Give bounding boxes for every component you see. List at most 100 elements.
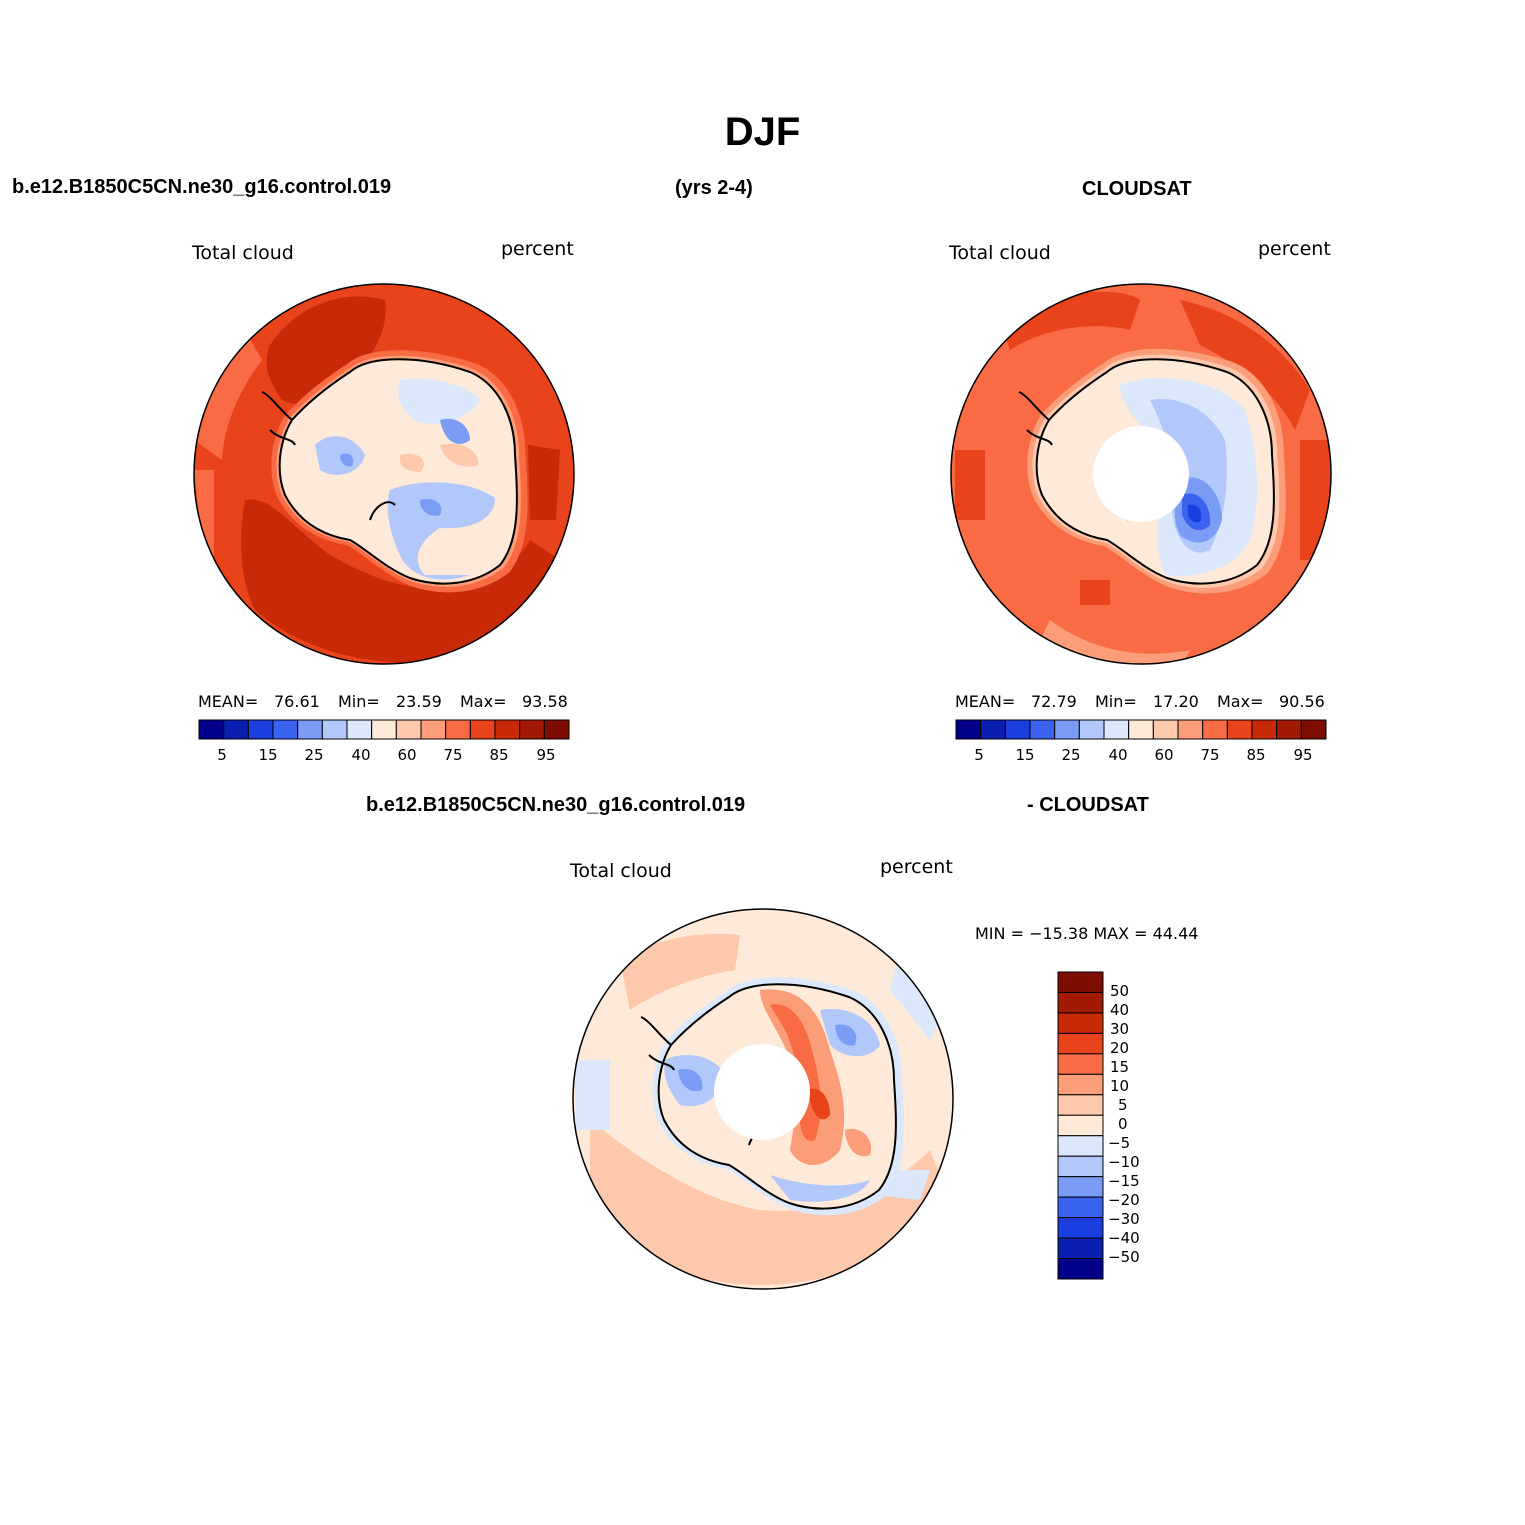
colorbar-swatch (980, 719, 1006, 740)
diff-cbar-tick: −10 (1108, 1153, 1140, 1171)
diff-cbar-tick: 5 (1118, 1096, 1128, 1114)
years-header: (yrs 2-4) (675, 177, 753, 199)
model-cbar-tick: 75 (443, 746, 463, 764)
model-cbar-tick: 5 (217, 746, 227, 764)
model-cbar-tick: 25 (304, 746, 324, 764)
obs-cbar-tick: 25 (1061, 746, 1081, 764)
colorbar-swatch (1057, 991, 1104, 1014)
obs-antarctica-coastline (1035, 358, 1275, 585)
diff-cbar-tick: −50 (1108, 1248, 1140, 1266)
model-map-border (193, 283, 575, 665)
colorbar-swatch (1057, 1217, 1104, 1239)
model-max-label: Max= (460, 692, 507, 711)
colorbar-swatch (1057, 1237, 1104, 1260)
colorbar-swatch (247, 719, 274, 740)
model-high-cloud-region (266, 296, 386, 404)
colorbar-swatch (395, 719, 422, 740)
diff-colorbar (1057, 971, 1104, 1280)
obs-colorbar (955, 719, 1327, 740)
diff-minmax-label: MIN = −15.38 MAX = 44.44 (975, 924, 1199, 943)
colorbar-swatch (1057, 1012, 1104, 1034)
model-antarctica-coastline (278, 358, 518, 585)
diff-cbar-tick: −5 (1108, 1134, 1131, 1152)
colorbar-swatch (223, 719, 249, 740)
diff-cbar-tick: 15 (1110, 1058, 1130, 1076)
colorbar-swatch (1057, 1094, 1104, 1116)
colorbar-swatch (1078, 719, 1105, 740)
obs-max-value: 90.56 (1279, 692, 1325, 711)
obs-cbar-tick: 75 (1200, 746, 1220, 764)
colorbar-swatch (955, 719, 982, 740)
colorbar-swatch (1057, 1073, 1104, 1096)
obs-cbar-tick: 85 (1246, 746, 1266, 764)
obs-min-label: Min= (1095, 692, 1137, 711)
obs-cbar-tick: 95 (1293, 746, 1313, 764)
obs-name-header: CLOUDSAT (1082, 178, 1192, 200)
diff-cbar-tick: 50 (1110, 982, 1130, 1000)
diff-units-label: percent (880, 856, 953, 878)
diff-cbar-tick: 40 (1110, 1001, 1130, 1019)
diff-map-border (572, 908, 954, 1290)
colorbar-swatch (297, 719, 323, 740)
colorbar-swatch (420, 719, 447, 740)
obs-cbar-tick: 40 (1108, 746, 1128, 764)
model-max-value: 93.58 (522, 692, 568, 711)
diff-cbar-tick: 10 (1110, 1077, 1130, 1095)
model-cbar-tick: 60 (397, 746, 417, 764)
diff-missing-data-hole (714, 1044, 810, 1140)
obs-min-value: 17.20 (1153, 692, 1199, 711)
obs-missing-data-hole (1093, 426, 1189, 522)
colorbar-swatch (445, 719, 471, 740)
model-high-cloud-region (241, 499, 560, 664)
case-name-header: b.e12.B1850C5CN.ne30_g16.control.019 (12, 176, 392, 198)
obs-units-label: percent (1258, 238, 1331, 260)
colorbar-swatch (1202, 719, 1228, 740)
diff-variable-label: Total cloud (570, 860, 672, 882)
obs-mean-value: 72.79 (1031, 692, 1077, 711)
colorbar-swatch (1057, 1114, 1104, 1137)
diff-cbar-tick: 30 (1110, 1020, 1130, 1038)
colorbar-swatch (1128, 719, 1154, 740)
model-cbar-tick: 40 (351, 746, 371, 764)
model-mean-label: MEAN= (198, 692, 259, 711)
colorbar-swatch (1057, 1053, 1104, 1075)
colorbar-swatch (1276, 719, 1302, 740)
model-cbar-tick: 95 (536, 746, 556, 764)
model-units-label: percent (501, 238, 574, 260)
diff-case-name-header: b.e12.B1850C5CN.ne30_g16.control.019 (366, 794, 746, 816)
colorbar-swatch (1004, 719, 1031, 740)
colorbar-swatch (494, 719, 521, 740)
obs-max-label: Max= (1217, 692, 1264, 711)
colorbar-swatch (1029, 719, 1056, 740)
colorbar-swatch (198, 719, 225, 740)
model-colorbar (198, 719, 570, 740)
colorbar-swatch (1054, 719, 1080, 740)
colorbar-swatch (272, 719, 299, 740)
colorbar-swatch (1057, 1032, 1104, 1055)
colorbar-swatch (469, 719, 496, 740)
colorbar-swatch (1226, 719, 1253, 740)
colorbar-swatch (1057, 1135, 1104, 1157)
obs-mean-label: MEAN= (955, 692, 1016, 711)
diff-obs-name-header: - CLOUDSAT (1027, 794, 1149, 816)
diff-antarctica-coastline (657, 983, 897, 1210)
diff-map (572, 908, 954, 1290)
obs-cbar-tick: 15 (1015, 746, 1035, 764)
diff-cbar-tick: 0 (1118, 1115, 1128, 1133)
colorbar-swatch (1057, 1176, 1104, 1198)
diff-cbar-tick: −40 (1108, 1229, 1140, 1247)
colorbar-swatch (1057, 1155, 1104, 1178)
model-cbar-tick: 15 (258, 746, 278, 764)
obs-cbar-tick: 5 (974, 746, 984, 764)
figure-title: DJF (724, 110, 801, 154)
model-mean-value: 76.61 (274, 692, 320, 711)
colorbar-swatch (1300, 719, 1327, 740)
colorbar-swatch (321, 719, 348, 740)
diff-cbar-tick: −20 (1108, 1191, 1140, 1209)
obs-map-border (950, 283, 1332, 665)
colorbar-swatch (1251, 719, 1278, 740)
model-cbar-tick: 85 (489, 746, 509, 764)
model-min-value: 23.59 (396, 692, 442, 711)
obs-variable-label: Total cloud (949, 242, 1051, 264)
